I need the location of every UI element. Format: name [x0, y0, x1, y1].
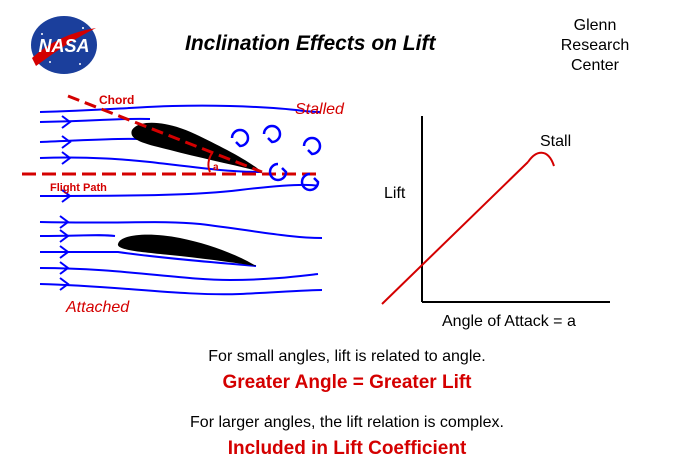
- vortex-icon: [300, 172, 320, 192]
- lift-coefficient-text: Included in Lift Coefficient: [227, 438, 467, 459]
- flow-arrow-icon: [59, 277, 70, 291]
- vortex-icon: [262, 124, 282, 144]
- flow-line: [39, 267, 319, 282]
- stall-label: Stall: [540, 133, 571, 150]
- attached-airfoil-group: Attached: [39, 215, 323, 316]
- vortex-icon: [268, 162, 288, 182]
- flow-line: [39, 183, 319, 197]
- org-line-2: Research: [560, 37, 630, 54]
- flow-line: [39, 283, 323, 296]
- small-angle-text: For small angles, lift is related to ang…: [208, 348, 486, 365]
- flight-path-label: Flight Path: [50, 182, 107, 194]
- flow-line: [40, 251, 257, 267]
- stall-curve: [527, 151, 555, 167]
- stalled-label: Stalled: [295, 101, 345, 118]
- flow-line: [39, 234, 116, 237]
- flow-arrow-icon: [61, 135, 72, 149]
- larger-angle-text: For larger angles, the lift relation is …: [190, 414, 504, 431]
- lift-graph: Stall Lift Angle of Attack = a: [381, 116, 610, 330]
- chord-line: [67, 94, 263, 174]
- stalled-airfoil-group: Chord Stalled a Flight Path: [22, 93, 345, 203]
- page-title: Inclination Effects on Lift: [185, 32, 436, 55]
- org-name: Glenn Research Center: [540, 16, 650, 76]
- greater-lift-text: Greater Angle = Greater Lift: [222, 372, 472, 393]
- lift-line: [381, 161, 529, 305]
- angle-label: a: [213, 162, 219, 173]
- nasa-logo: NASA: [31, 16, 97, 74]
- flow-arrow-icon: [61, 189, 72, 203]
- flow-arrow-icon: [59, 245, 70, 259]
- nasa-logo-text: NASA: [38, 36, 89, 56]
- angle-of-attack-axis-label: Angle of Attack = a: [442, 313, 576, 330]
- lift-axis-label: Lift: [384, 185, 406, 202]
- flow-line: [39, 104, 321, 113]
- flow-arrow-icon: [59, 215, 70, 229]
- vortex-icon: [230, 128, 250, 148]
- flow-arrow-icon: [61, 115, 72, 129]
- chord-label: Chord: [99, 93, 134, 107]
- org-line-1: Glenn: [573, 17, 617, 34]
- flow-line: [39, 221, 323, 239]
- vortex-icon: [302, 136, 322, 156]
- attached-label: Attached: [65, 299, 130, 316]
- angle-arc: [207, 152, 213, 173]
- attached-airfoil-shape: [117, 234, 256, 266]
- flow-arrow-icon: [59, 261, 70, 275]
- flow-arrow-icon: [59, 229, 70, 243]
- org-line-3: Center: [570, 57, 620, 74]
- flow-arrow-icon: [61, 151, 72, 165]
- flow-line: [39, 156, 263, 173]
- flow-line: [39, 137, 141, 143]
- flow-line: [39, 117, 151, 123]
